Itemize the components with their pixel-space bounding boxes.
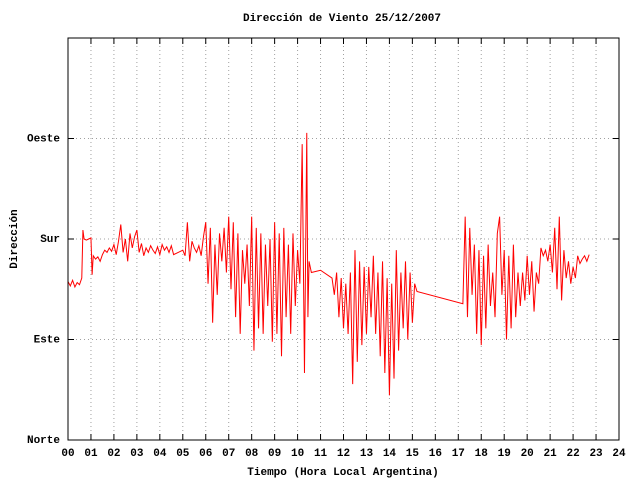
x-tick-label: 08 xyxy=(245,448,259,460)
data-line xyxy=(67,132,590,396)
x-tick-label: 18 xyxy=(475,448,489,460)
x-tick-label: 09 xyxy=(268,448,281,460)
x-tick-label: 03 xyxy=(130,448,144,460)
y-tick-label: Sur xyxy=(40,234,60,246)
x-tick-label: 22 xyxy=(566,448,579,460)
x-tick-label: 24 xyxy=(612,448,626,460)
x-tick-label: 14 xyxy=(383,448,397,460)
x-tick-label: 11 xyxy=(314,448,328,460)
y-tick-label: Norte xyxy=(27,435,60,447)
x-tick-label: 21 xyxy=(544,448,558,460)
x-tick-label: 20 xyxy=(521,448,534,460)
x-tick-label: 19 xyxy=(498,448,511,460)
x-axis-label: Tiempo (Hora Local Argentina) xyxy=(247,467,438,479)
y-tick-label: Oeste xyxy=(27,133,60,145)
x-tick-label: 17 xyxy=(452,448,465,460)
x-tick-label: 04 xyxy=(153,448,167,460)
y-axis-label: Dirección xyxy=(9,209,21,268)
x-tick-label: 00 xyxy=(61,448,74,460)
x-tick-label: 12 xyxy=(337,448,350,460)
x-tick-label: 06 xyxy=(199,448,212,460)
x-tick-label: 13 xyxy=(360,448,374,460)
x-tick-label: 10 xyxy=(291,448,304,460)
plot-frame xyxy=(67,37,620,441)
x-tick-label: 05 xyxy=(176,448,190,460)
x-tick-label: 02 xyxy=(107,448,120,460)
x-tick-label: 07 xyxy=(222,448,235,460)
x-tick-label: 23 xyxy=(589,448,603,460)
x-tick-label: 15 xyxy=(406,448,420,460)
chart-title: Dirección de Viento 25/12/2007 xyxy=(243,13,441,25)
x-tick-label: 16 xyxy=(429,448,442,460)
x-tick-label: 01 xyxy=(84,448,98,460)
y-tick-label: Este xyxy=(34,334,61,346)
